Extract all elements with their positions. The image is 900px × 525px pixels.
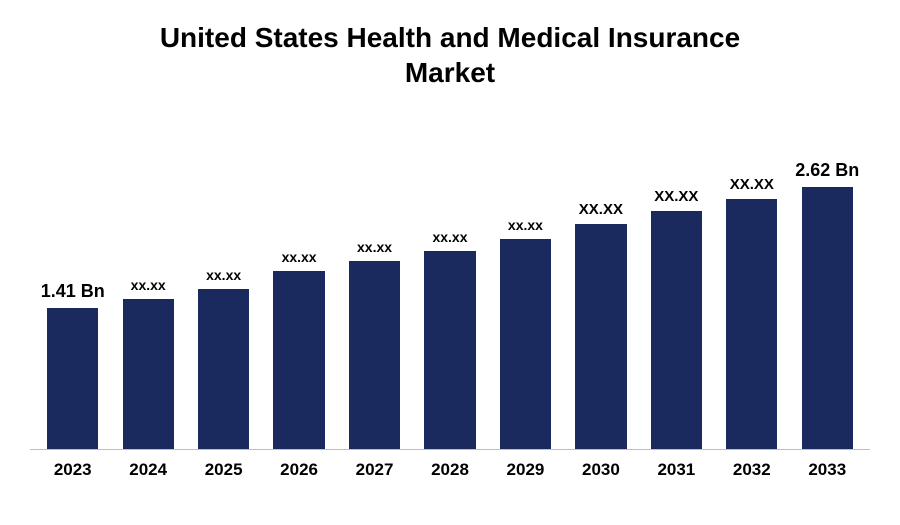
- bar-group: XX.XX: [563, 170, 638, 449]
- bar-group: 2.62 Bn: [790, 170, 865, 449]
- bar: [726, 199, 777, 449]
- bar-group: 1.41 Bn: [35, 170, 110, 449]
- bar-group: xx.xx: [186, 170, 261, 449]
- chart-container: United States Health and Medical Insuran…: [0, 0, 900, 525]
- x-axis-label: 2029: [488, 460, 563, 480]
- chart-title: United States Health and Medical Insuran…: [30, 20, 870, 90]
- bar-group: xx.xx: [337, 170, 412, 449]
- x-axis-label: 2025: [186, 460, 261, 480]
- x-axis-label: 2023: [35, 460, 110, 480]
- bar: [802, 187, 853, 449]
- bar: [273, 271, 324, 449]
- x-axis-label: 2031: [639, 460, 714, 480]
- x-axis-label: 2027: [337, 460, 412, 480]
- bar: [575, 224, 626, 449]
- x-axis-label: 2032: [714, 460, 789, 480]
- bar: [47, 308, 98, 449]
- x-axis-label: 2028: [412, 460, 487, 480]
- chart-title-line2: Market: [405, 57, 495, 88]
- bar: [651, 211, 702, 449]
- bar-group: XX.XX: [639, 170, 714, 449]
- bars-region: 1.41 Bnxx.xxxx.xxxx.xxxx.xxxx.xxxx.xxXX.…: [30, 170, 870, 450]
- bar: [424, 251, 475, 449]
- x-axis-label: 2024: [110, 460, 185, 480]
- bar-group: xx.xx: [110, 170, 185, 449]
- x-axis-label: 2033: [790, 460, 865, 480]
- bar-value-label: 2.62 Bn: [771, 160, 884, 181]
- bar: [123, 299, 174, 449]
- chart-title-line1: United States Health and Medical Insuran…: [160, 22, 740, 53]
- bar-group: xx.xx: [412, 170, 487, 449]
- bar-group: XX.XX: [714, 170, 789, 449]
- bar: [198, 289, 249, 449]
- plot-area: 1.41 Bnxx.xxxx.xxxx.xxxx.xxxx.xxxx.xxXX.…: [30, 140, 870, 480]
- bar: [500, 239, 551, 449]
- x-axis-label: 2030: [563, 460, 638, 480]
- bar-group: xx.xx: [261, 170, 336, 449]
- x-axis-label: 2026: [261, 460, 336, 480]
- x-axis-labels: 2023202420252026202720282029203020312032…: [30, 460, 870, 480]
- bar: [349, 261, 400, 449]
